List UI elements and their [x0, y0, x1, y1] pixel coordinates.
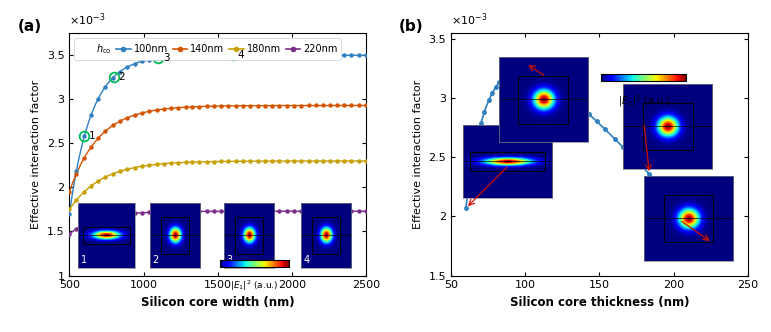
Legend: $h_\mathrm{co}$, 100nm, 140nm, 180nm, 220nm: $h_\mathrm{co}$, 100nm, 140nm, 180nm, 22…	[74, 38, 342, 60]
X-axis label: Silicon core width (nm): Silicon core width (nm)	[141, 296, 295, 309]
Text: 1: 1	[89, 131, 96, 141]
X-axis label: Silicon core thickness (nm): Silicon core thickness (nm)	[510, 296, 689, 309]
Text: 3: 3	[163, 53, 170, 63]
Y-axis label: Effective interaction factor: Effective interaction factor	[31, 80, 41, 229]
Text: 2: 2	[119, 72, 125, 82]
Text: $|E_1|^2$ (a.u.): $|E_1|^2$ (a.u.)	[231, 279, 278, 293]
Text: $\times10^{-3}$: $\times10^{-3}$	[69, 12, 106, 28]
Text: (b): (b)	[399, 19, 424, 34]
Text: $|E_1|^2$ (a.u.): $|E_1|^2$ (a.u.)	[618, 93, 670, 109]
Text: (a): (a)	[18, 19, 42, 34]
Y-axis label: Effective interaction factor: Effective interaction factor	[412, 80, 423, 229]
Text: $\times10^{-3}$: $\times10^{-3}$	[451, 12, 487, 28]
Text: 4: 4	[237, 50, 244, 60]
